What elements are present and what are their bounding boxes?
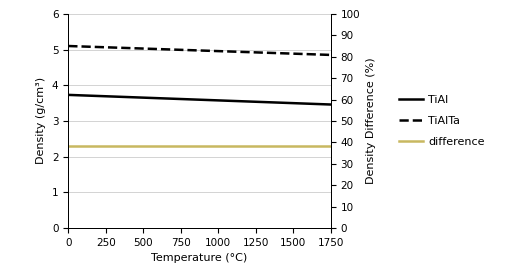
Legend: TiAl, TiAlTa, difference: TiAl, TiAlTa, difference	[394, 90, 489, 152]
Y-axis label: Density Difference (%): Density Difference (%)	[365, 58, 376, 184]
X-axis label: Temperature (°C): Temperature (°C)	[151, 253, 248, 263]
Y-axis label: Density (g/cm³): Density (g/cm³)	[36, 77, 46, 165]
